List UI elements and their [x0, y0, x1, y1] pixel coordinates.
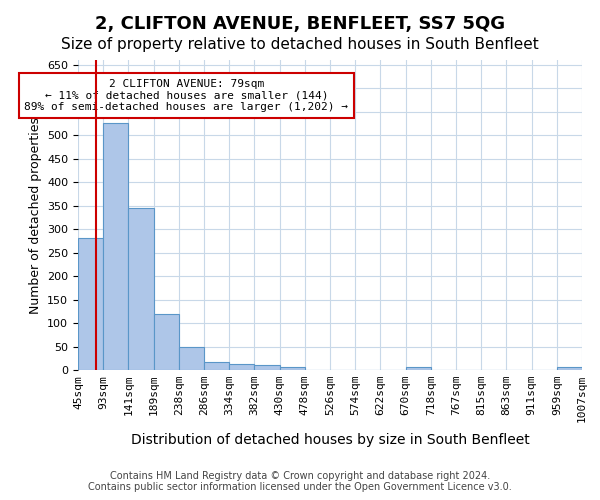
Bar	[406, 367, 431, 370]
Text: 2, CLIFTON AVENUE, BENFLEET, SS7 5QG: 2, CLIFTON AVENUE, BENFLEET, SS7 5QG	[95, 15, 505, 33]
Bar	[204, 362, 229, 370]
Bar	[78, 238, 103, 370]
Bar	[557, 367, 582, 370]
X-axis label: Distribution of detached houses by size in South Benfleet: Distribution of detached houses by size …	[131, 433, 529, 447]
Bar	[128, 208, 154, 370]
Bar	[103, 124, 128, 370]
Bar	[229, 364, 254, 370]
Text: Size of property relative to detached houses in South Benfleet: Size of property relative to detached ho…	[61, 38, 539, 52]
Text: 2 CLIFTON AVENUE: 79sqm
← 11% of detached houses are smaller (144)
89% of semi-d: 2 CLIFTON AVENUE: 79sqm ← 11% of detache…	[25, 79, 349, 112]
Bar	[179, 348, 204, 370]
Bar	[154, 314, 179, 370]
Text: Contains HM Land Registry data © Crown copyright and database right 2024.
Contai: Contains HM Land Registry data © Crown c…	[88, 471, 512, 492]
Bar	[280, 367, 305, 370]
Bar	[254, 366, 280, 370]
Y-axis label: Number of detached properties: Number of detached properties	[29, 116, 41, 314]
